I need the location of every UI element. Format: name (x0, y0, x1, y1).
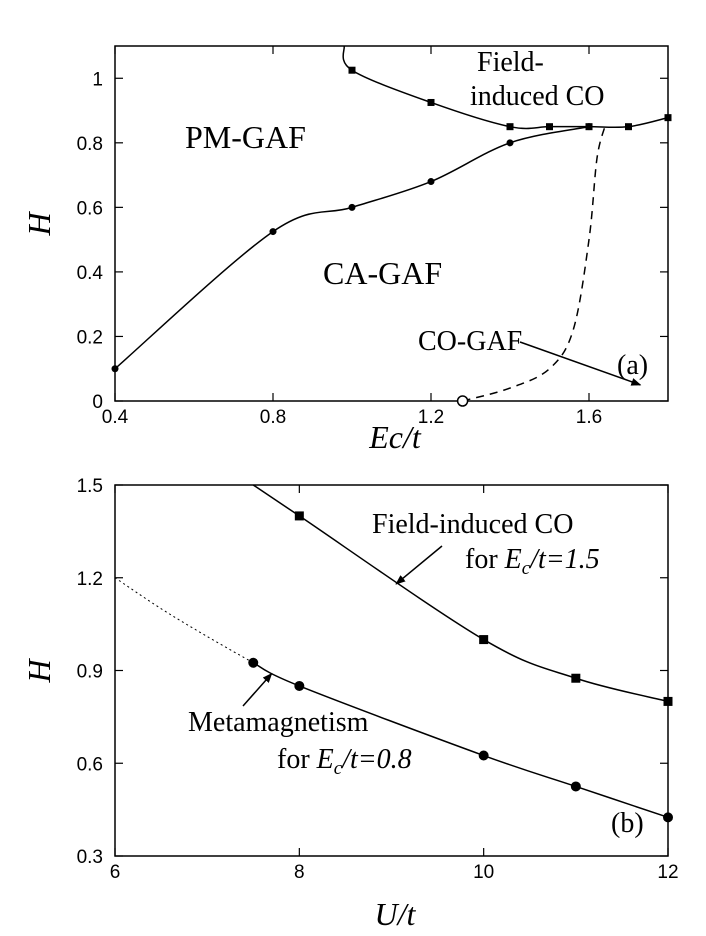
series-line (114, 577, 254, 664)
annotation-b1-main: E (504, 544, 522, 575)
y-tick-label: 0 (92, 392, 103, 413)
series-line (462, 126, 606, 402)
y-tick-label: 0.6 (77, 754, 103, 775)
y-tick-label: 0.4 (77, 263, 104, 284)
annotation-b2-prefix: for (277, 744, 317, 775)
panel-b-markers (248, 511, 673, 823)
panel-b-y-axis-label: H (21, 658, 57, 684)
x-tick-label: 1.6 (576, 407, 602, 428)
panel-a: 0.4 0.8 1.2 1.6 0 0.2 0.4 0.6 0.8 1 Ec/t H PM-GAF… (21, 45, 672, 455)
data-point-square (427, 98, 435, 106)
data-point-square (664, 114, 672, 122)
region-label-co-gaf: CO-GAF (418, 326, 522, 357)
data-point-square (625, 123, 632, 131)
data-point-circle (348, 203, 356, 211)
y-tick-label: 0.3 (77, 847, 103, 868)
x-tick-label: 1.2 (418, 407, 444, 428)
data-point-circle (506, 139, 514, 147)
data-point-square (506, 123, 514, 131)
annotation-field-induced-line1: Field- (477, 47, 544, 78)
data-point-open-circle (456, 395, 469, 407)
y-tick-label: 1.5 (77, 476, 103, 497)
data-point-circle (248, 657, 259, 668)
x-tick-label: 0.4 (102, 407, 129, 428)
y-tick-label: 1 (92, 69, 103, 90)
x-tick-label: 10 (473, 862, 494, 883)
panel-b-tag: (b) (611, 808, 644, 839)
panel-b: 6 8 10 12 0.3 0.6 0.9 1.2 1.5 U/t H Field-induce… (21, 476, 679, 932)
panel-a-tag: (a) (617, 350, 648, 381)
annotation-field-induced-co: Field-induced CO (372, 509, 573, 540)
y-tick-label: 0.8 (77, 134, 103, 155)
data-point-circle (111, 365, 119, 373)
annotation-metamagnetism-condition: for Ec/t=0.8 (277, 744, 412, 779)
y-tick-label: 1.2 (77, 569, 103, 590)
data-point-square (294, 511, 304, 521)
data-point-square (571, 673, 581, 683)
panel-b-frame (114, 484, 669, 857)
panel-a-y-axis-label: H (21, 211, 57, 237)
annotation-b2-main: E (316, 744, 334, 775)
series-line (252, 662, 669, 819)
data-point-circle (269, 228, 277, 236)
annotation-b1-sub: c (522, 558, 531, 579)
panel-a-ticks: 0.4 0.8 1.2 1.6 0 0.2 0.4 0.6 0.8 1 (77, 46, 668, 428)
annotation-b2-suffix: /t=0.8 (340, 744, 411, 775)
x-tick-label: 8 (294, 862, 305, 883)
annotation-b2-sub: c (334, 758, 343, 779)
panel-a-markers (111, 66, 672, 407)
x-tick-label: 0.8 (260, 407, 286, 428)
data-point-circle (427, 178, 435, 186)
data-point-square (663, 696, 673, 706)
annotation-b1-prefix: for (465, 544, 505, 575)
data-point-circle (478, 750, 489, 761)
data-point-circle (663, 812, 673, 823)
y-tick-label: 0.6 (77, 198, 103, 219)
data-point-circle (570, 781, 581, 792)
series-line (342, 45, 669, 130)
data-point-square (546, 123, 553, 131)
x-tick-label: 6 (110, 862, 121, 883)
field-induced-co-arrow (395, 545, 443, 585)
data-point-square (479, 635, 489, 645)
y-tick-label: 0.2 (77, 327, 103, 348)
panel-a-frame (114, 45, 669, 402)
panel-a-x-axis-label: Ec/t (368, 419, 422, 455)
panel-b-x-axis-label: U/t (375, 896, 417, 932)
data-point-circle (585, 123, 593, 131)
annotation-field-induced-co-condition: for Ec/t=1.5 (465, 544, 600, 579)
x-tick-label: 12 (657, 862, 678, 883)
y-tick-label: 0.9 (77, 662, 103, 683)
annotation-field-induced-line2: induced CO (470, 81, 605, 112)
metamagnetism-arrow (242, 672, 273, 707)
panel-b-ticks: 6 8 10 12 0.3 0.6 0.9 1.2 1.5 (77, 476, 679, 883)
annotation-metamagnetism: Metamagnetism (188, 707, 369, 738)
co-gaf-arrow (519, 341, 642, 386)
data-point-circle (294, 680, 305, 691)
annotation-b1-suffix: /t=1.5 (528, 544, 599, 575)
data-point-square (348, 66, 356, 74)
region-label-ca-gaf: CA-GAF (323, 255, 442, 291)
region-label-pm-gaf: PM-GAF (185, 119, 306, 155)
